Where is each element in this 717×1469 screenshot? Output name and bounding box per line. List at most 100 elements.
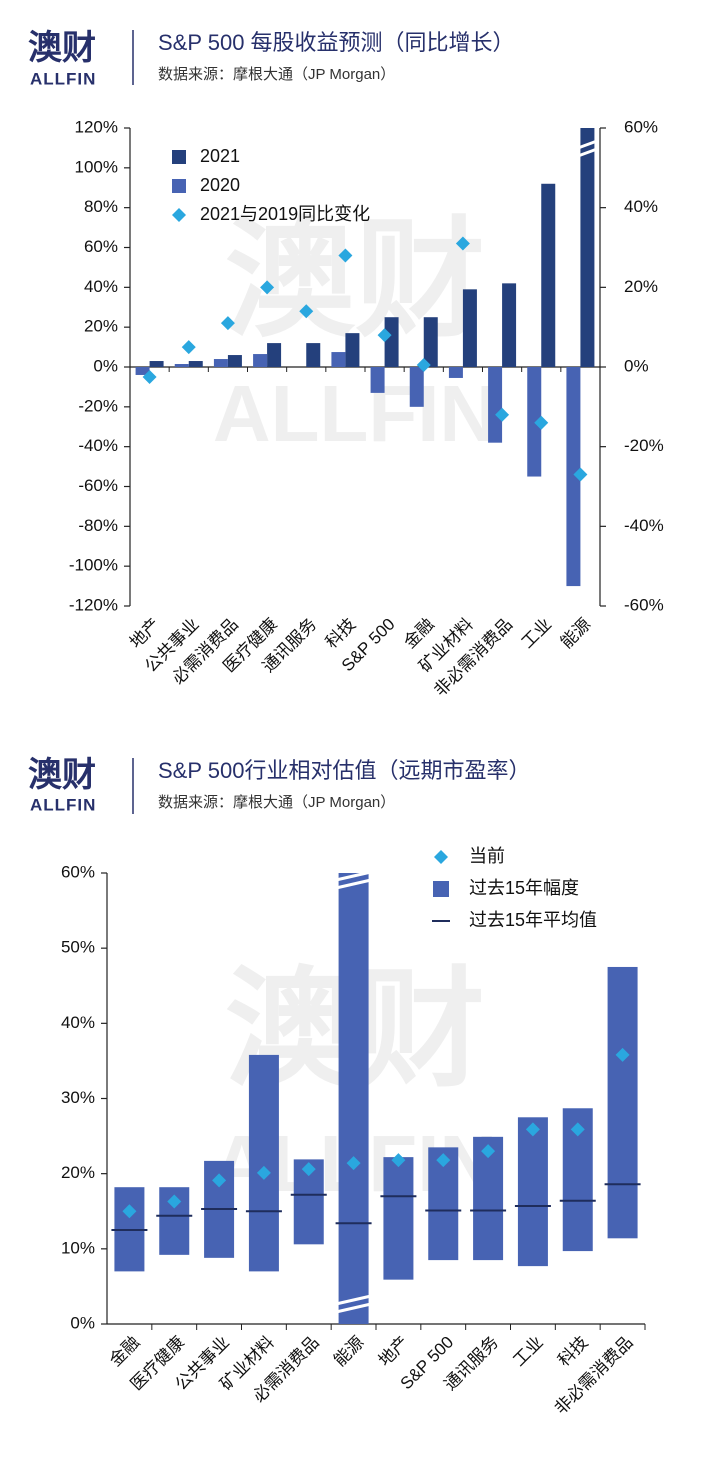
- watermark: ALLFIN: [213, 369, 497, 458]
- x-tick-label: 科技: [554, 1333, 591, 1370]
- range-bar: [517, 1117, 548, 1267]
- y-tick-label: 40%: [624, 197, 658, 216]
- logo-sub: ALLFIN: [30, 69, 96, 88]
- y-tick-label: -20%: [78, 396, 118, 415]
- header: 澳财 ALLFIN S&P 500 每股收益预测（同比增长） 数据来源：摩根大通…: [28, 29, 515, 89]
- diamond-marker: [570, 1122, 585, 1137]
- y-tick-label: 80%: [84, 197, 118, 216]
- y-tick-label: -60%: [624, 595, 664, 614]
- bar: [174, 364, 189, 367]
- diamond-marker: [481, 1144, 496, 1159]
- y-tick-label: 120%: [75, 117, 118, 136]
- bar: [462, 289, 477, 367]
- bar: [135, 367, 150, 375]
- legend-label: 2020: [200, 175, 240, 195]
- axis-breaks: [335, 139, 598, 1314]
- bar: [384, 317, 399, 367]
- legend-label: 2021与2019同比变化: [200, 204, 370, 224]
- bar: [188, 361, 203, 367]
- y-tick-label: -40%: [78, 436, 118, 455]
- y-tick-label: 0%: [624, 356, 649, 375]
- header: 澳财 ALLFIN S&P 500行业相对估值（远期市盈率） 数据来源：摩根大通…: [28, 756, 530, 815]
- x-tick-label: 能源: [330, 1333, 367, 1370]
- y-tick-label: 60%: [61, 862, 95, 881]
- bar: [370, 367, 385, 393]
- y-tick-label: 100%: [75, 157, 118, 176]
- bar: [149, 361, 164, 367]
- range-bar: [338, 873, 369, 1324]
- diamond-marker: [455, 236, 470, 251]
- legend-label: 过去15年平均值: [469, 910, 597, 930]
- y-tick-label: 0%: [93, 356, 118, 375]
- y-tick-label: 50%: [61, 938, 95, 957]
- bar: [306, 343, 321, 367]
- diamond-marker: [534, 415, 549, 430]
- y-tick-label: 20%: [84, 317, 118, 336]
- legend-marker: [172, 208, 186, 222]
- y-tick-label: -120%: [69, 595, 118, 614]
- diamond-marker: [212, 1173, 227, 1188]
- diamond-marker: [495, 407, 510, 422]
- y-tick-label: -80%: [78, 516, 118, 535]
- diamond-marker: [525, 1122, 540, 1137]
- legend-label: 过去15年幅度: [469, 878, 579, 898]
- diamond-marker: [338, 248, 353, 263]
- bar: [213, 359, 228, 367]
- title: S&P 500 每股收益预测（同比增长）: [158, 30, 515, 55]
- bar: [331, 352, 346, 367]
- diamond-marker: [256, 1165, 271, 1180]
- range-bar: [383, 1157, 414, 1280]
- logo-sub: ALLFIN: [30, 795, 96, 814]
- x-tick-label: 工业: [518, 615, 555, 652]
- y-tick-label: 30%: [61, 1088, 95, 1107]
- legend-marker: [433, 881, 449, 897]
- y-tick-label: -60%: [78, 476, 118, 495]
- y-tick-label: 60%: [624, 117, 658, 136]
- bar: [566, 367, 581, 587]
- diamond-marker: [391, 1153, 406, 1168]
- legend-marker: [172, 179, 186, 193]
- diamond-marker: [142, 369, 157, 384]
- diamond-marker: [260, 280, 275, 295]
- y-tick-label: 0%: [70, 1313, 95, 1332]
- bar: [502, 283, 517, 367]
- x-tick-label: 地产: [375, 1333, 412, 1370]
- diamond-marker: [436, 1153, 451, 1168]
- diamond-marker: [122, 1204, 137, 1219]
- subtitle: 数据来源：摩根大通（JP Morgan）: [158, 65, 395, 83]
- y-tick-label: 10%: [61, 1238, 95, 1257]
- bar: [345, 333, 360, 367]
- diamond-marker: [220, 316, 235, 331]
- x-tick-label: 金融: [106, 1333, 143, 1370]
- legend-label: 当前: [469, 846, 505, 866]
- diamond-marker: [615, 1047, 630, 1062]
- diamond-marker: [181, 340, 196, 355]
- y-tick-label: 40%: [84, 277, 118, 296]
- bar: [541, 183, 556, 367]
- diamond-marker: [301, 1162, 316, 1177]
- logo: 澳财: [28, 29, 96, 67]
- y-tick-label: -100%: [69, 556, 118, 575]
- legend-marker: [434, 850, 448, 864]
- y-tick-label: 40%: [61, 1013, 95, 1032]
- range-bar: [607, 966, 638, 1239]
- watermark: 澳财: [225, 206, 485, 352]
- title: S&P 500行业相对估值（远期市盈率）: [158, 758, 530, 783]
- bar: [227, 355, 242, 367]
- diamond-marker: [573, 467, 588, 482]
- logo: 澳财: [28, 756, 96, 794]
- diamond-marker: [346, 1156, 361, 1171]
- y-tick-label: -20%: [624, 436, 664, 455]
- subtitle: 数据来源：摩根大通（JP Morgan）: [158, 793, 395, 811]
- diamond-marker: [299, 304, 314, 319]
- legend-label: 2021: [200, 146, 240, 166]
- y-tick-label: 60%: [84, 237, 118, 256]
- y-tick-label: 20%: [624, 277, 658, 296]
- bar: [267, 343, 282, 367]
- bar: [253, 354, 268, 367]
- x-tick-label: 能源: [557, 615, 594, 652]
- range-bar: [248, 1054, 279, 1272]
- x-tick-label: 非必需消费品: [551, 1333, 637, 1419]
- bar: [580, 128, 595, 367]
